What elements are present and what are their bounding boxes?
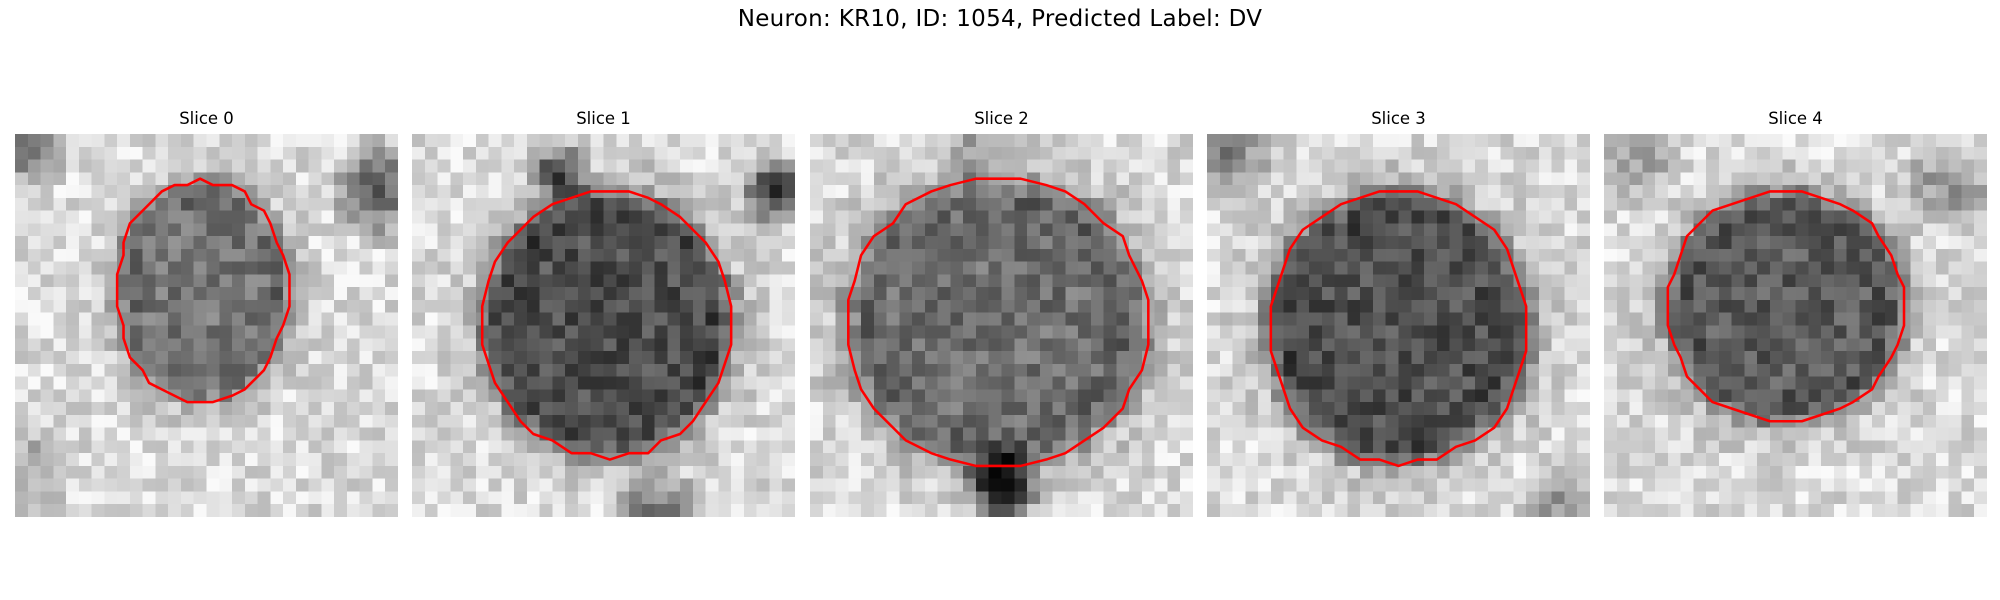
slice-panel: Slice 2 [810,106,1193,520]
pixel-grid [15,134,398,517]
slice-title: Slice 0 [179,109,234,128]
slice-image [1207,134,1590,517]
slice-image [810,134,1193,517]
figure-title: Neuron: KR10, ID: 1054, Predicted Label:… [737,6,1263,32]
neuron-contour [480,190,733,461]
neuron-contour [1666,190,1906,423]
slice-panel: Slice 3 [1207,106,1590,520]
pixel-grid [412,134,795,517]
slice-title: Slice 4 [1768,109,1823,128]
slice-panel: Slice 0 [15,106,398,520]
slice-title: Slice 3 [1371,109,1426,128]
neuron-contour [1269,190,1528,468]
slice-title: Slice 2 [974,109,1029,128]
slice-image [15,134,398,517]
pixel-grid [810,134,1193,517]
slice-title: Slice 1 [576,109,631,128]
slice-panel: Slice 4 [1604,106,1987,520]
neuron-contour [115,177,291,404]
neuron-contour [847,177,1150,468]
slice-image [412,134,795,517]
slice-panel: Slice 1 [412,106,795,520]
pixel-grid [1207,134,1590,517]
pixel-grid [1604,134,1987,517]
slice-image [1604,134,1987,517]
